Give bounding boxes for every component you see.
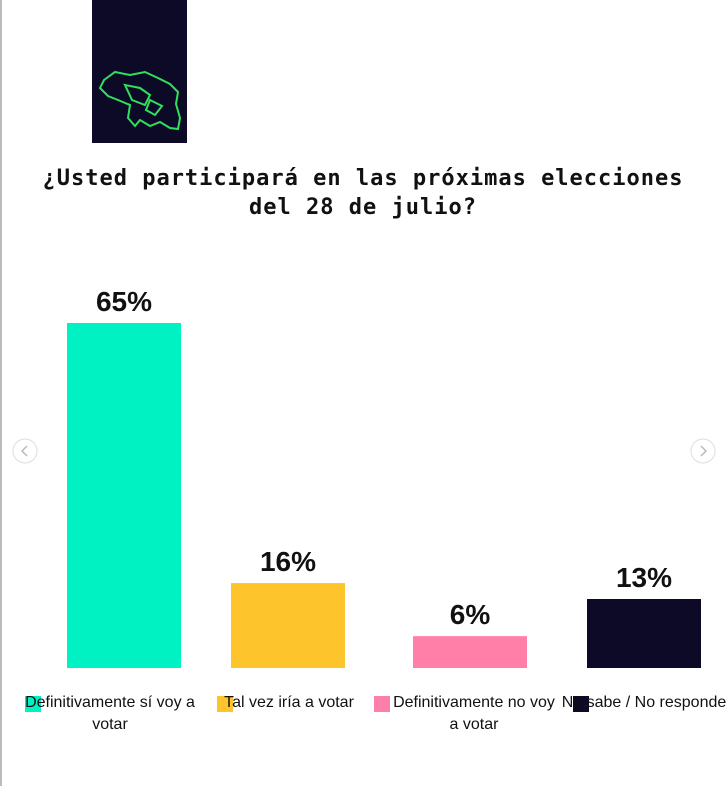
legend-swatch — [374, 696, 390, 712]
value-label: 65% — [96, 286, 152, 317]
bar — [413, 636, 527, 668]
legend-swatch — [25, 696, 41, 712]
legend-swatch — [217, 696, 233, 712]
value-label: 13% — [616, 562, 672, 593]
legend-label: Tal vez iría a votar — [224, 694, 354, 711]
chart-title: ¿Usted participará en las próximas elecc… — [42, 166, 683, 220]
prev-button[interactable] — [12, 438, 38, 464]
value-label: 16% — [260, 546, 316, 577]
bar — [67, 323, 181, 668]
value-label: 6% — [450, 599, 491, 630]
frame-edge — [0, 0, 2, 786]
legend-label: No sabe / No responde — [561, 694, 727, 711]
next-button[interactable] — [690, 438, 716, 464]
bar — [231, 583, 345, 668]
logo-map — [98, 70, 182, 131]
legend-label: Definitivamente sí voy a votar — [25, 694, 195, 733]
next-arrow — [700, 445, 708, 457]
prev-arrow — [20, 445, 28, 457]
legend-label: Definitivamente no voy a votar — [393, 694, 555, 733]
bar — [587, 599, 701, 668]
legend-swatch — [573, 696, 589, 712]
